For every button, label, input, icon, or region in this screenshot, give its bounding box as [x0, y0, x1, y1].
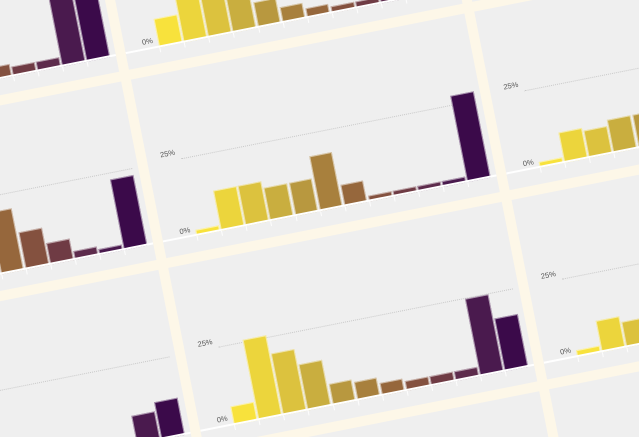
y-axis-tick-label: 0% [521, 156, 535, 168]
y-axis-tick-label: 0% [178, 224, 191, 236]
plot-area: 0%25% [0, 92, 154, 311]
bar-series [204, 213, 529, 425]
plot-area: 0%25% [0, 281, 191, 437]
plot-area: 0% 25% [159, 24, 497, 243]
y-axis-tick-label: 25% [502, 80, 520, 92]
bar[interactable] [131, 411, 161, 437]
y-axis-tick-label: 25% [159, 148, 176, 160]
plot-area: 0% 25% [197, 213, 535, 432]
y-axis-tick-label: 25% [540, 268, 557, 281]
facet-panel: 0% 25% [474, 0, 639, 191]
bar[interactable] [110, 174, 148, 251]
y-axis-tick-label: 25% [196, 336, 214, 349]
bar-series [166, 24, 491, 236]
y-axis-tick-label: 0% [141, 35, 154, 47]
bar[interactable] [154, 397, 185, 437]
plot-area: 0% 25% [503, 0, 639, 175]
facet-panel: 0%25% [0, 269, 194, 437]
bar-series [0, 281, 185, 437]
y-axis-tick-label: 0% [559, 345, 572, 357]
bar-series [509, 0, 639, 168]
bar[interactable] [450, 91, 491, 183]
y-axis-tick-label: 0% [215, 413, 229, 425]
